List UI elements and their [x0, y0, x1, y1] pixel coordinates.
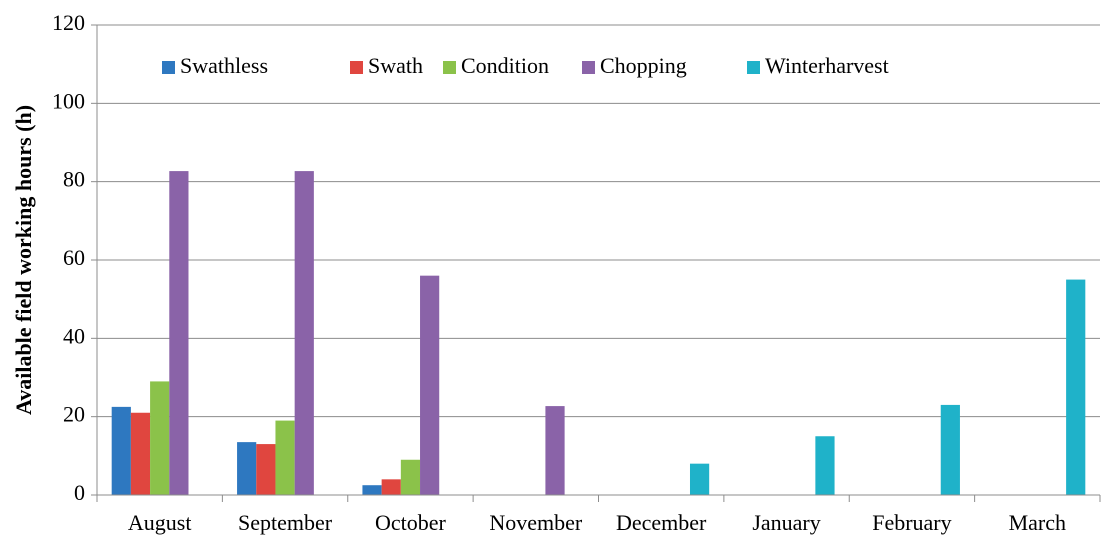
y-tick-label: 40 — [63, 323, 85, 348]
bar — [275, 420, 295, 495]
bar — [111, 406, 131, 495]
bar — [545, 406, 565, 495]
legend-swatch — [443, 61, 456, 74]
bar — [689, 463, 710, 495]
y-tick-label: 120 — [52, 10, 85, 35]
bar — [420, 275, 440, 495]
bar — [150, 381, 170, 495]
bar — [169, 171, 189, 495]
y-tick-label: 0 — [74, 480, 85, 505]
bar — [1066, 279, 1086, 495]
bar — [256, 444, 276, 495]
x-tick-label: October — [375, 510, 447, 535]
bar — [294, 171, 314, 495]
legend-swatch — [162, 61, 175, 74]
y-axis-label: Available field working hours (h) — [11, 105, 36, 415]
legend-swatch — [350, 61, 363, 74]
bar — [237, 442, 257, 495]
bar — [362, 485, 382, 495]
legend-label: Chopping — [600, 53, 687, 78]
legend-swatch — [582, 61, 595, 74]
x-tick-label: December — [616, 510, 707, 535]
legend-label: Condition — [461, 53, 549, 78]
y-tick-label: 100 — [52, 88, 85, 113]
x-tick-label: January — [752, 510, 820, 535]
x-tick-label: September — [238, 510, 333, 535]
y-tick-label: 60 — [63, 245, 85, 270]
y-tick-label: 80 — [63, 167, 85, 192]
legend-swatch — [747, 61, 760, 74]
legend-label: Winterharvest — [765, 53, 889, 78]
bar — [130, 412, 151, 495]
bar — [815, 436, 835, 495]
legend-label: Swathless — [180, 53, 268, 78]
y-tick-label: 20 — [63, 402, 85, 427]
x-tick-label: February — [872, 510, 951, 535]
legend-label: Swath — [368, 53, 423, 78]
bar — [940, 404, 960, 495]
bar — [381, 479, 401, 495]
x-tick-label: August — [128, 510, 192, 535]
x-tick-label: March — [1009, 510, 1066, 535]
x-tick-label: November — [489, 510, 583, 535]
bar — [400, 459, 421, 495]
